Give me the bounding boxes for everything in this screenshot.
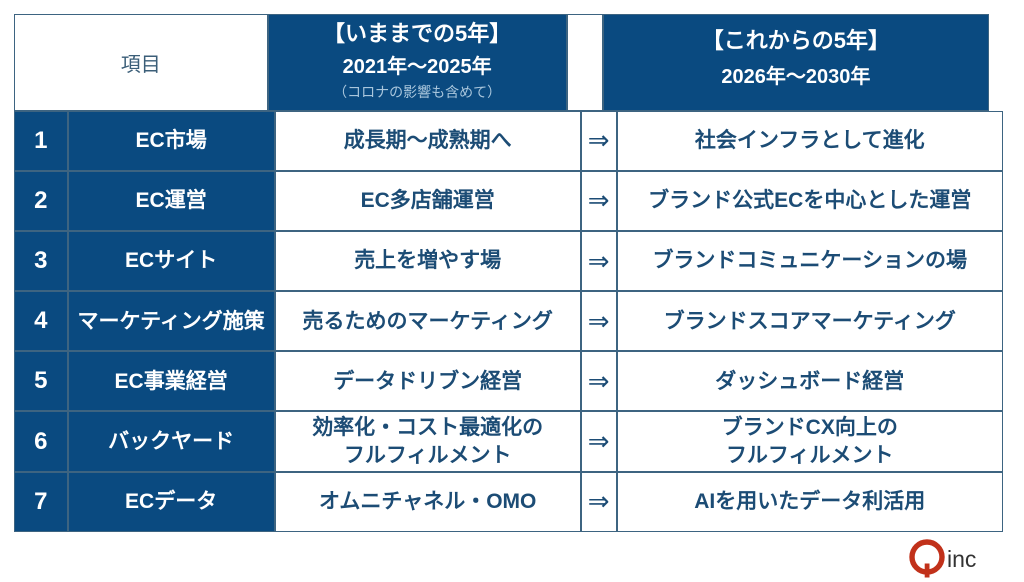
svg-text:inc: inc <box>947 546 976 572</box>
